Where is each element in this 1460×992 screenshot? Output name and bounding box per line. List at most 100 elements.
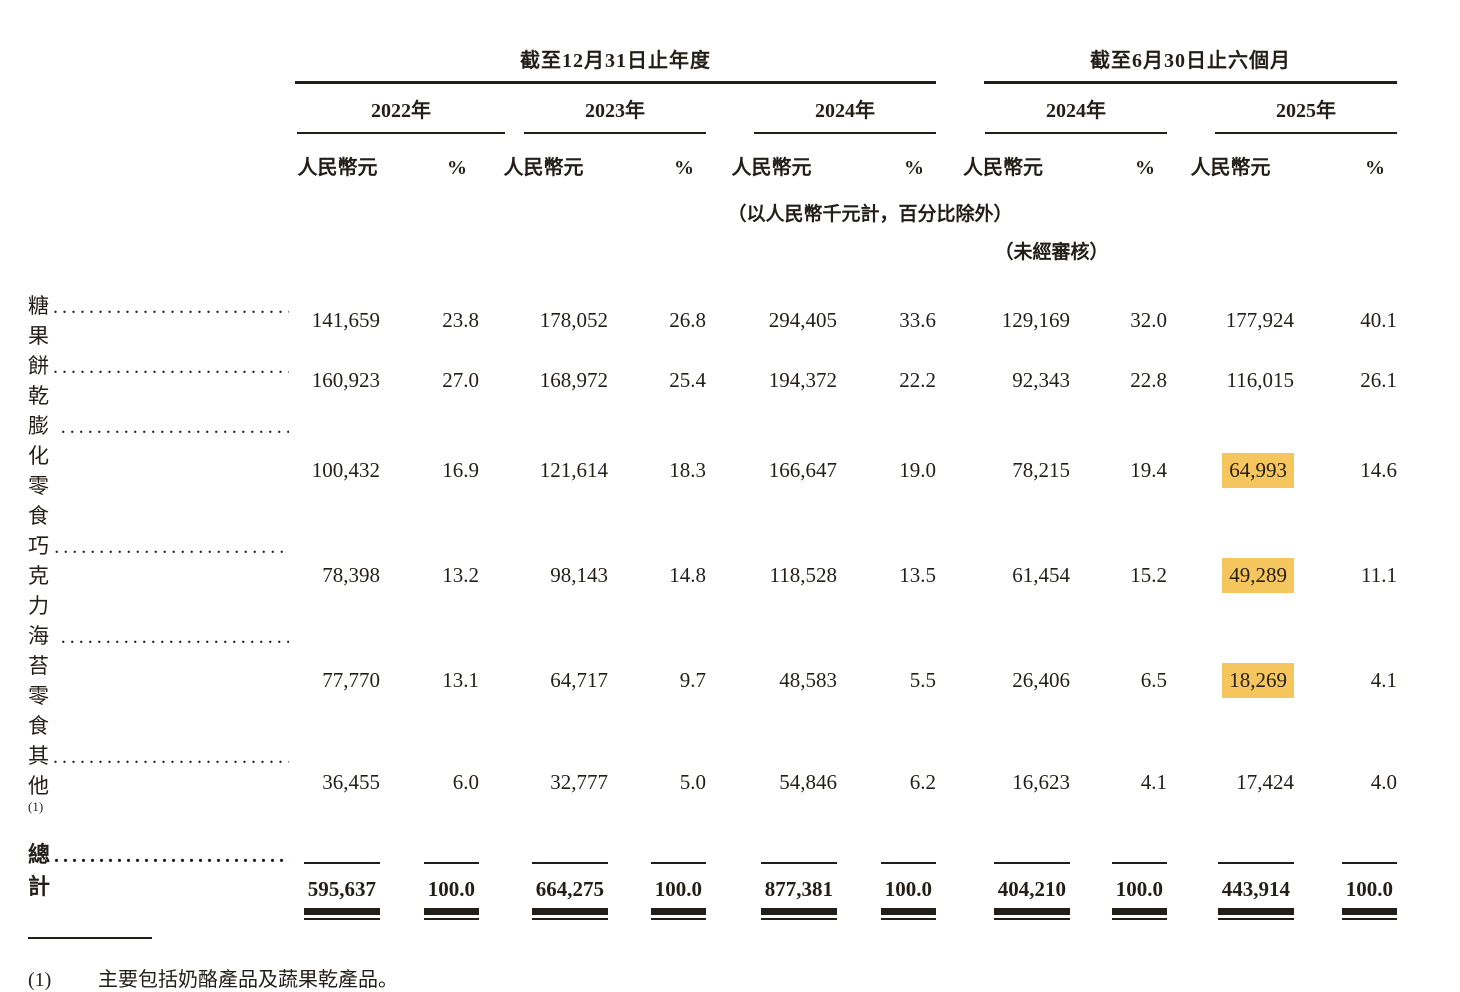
amount-cell: 194,372 xyxy=(768,367,837,392)
amount-cell-highlighted: 18,269 xyxy=(1167,620,1295,740)
amount-column-header: 人民幣元 xyxy=(297,157,378,179)
table-row-seaweed-snacks: 海苔零食 77,770 13.1 64,717 9.7 48,583 5.5 2… xyxy=(28,620,1397,740)
percent-cell: 14.6 xyxy=(1360,457,1398,482)
percent-cell: 15.2 xyxy=(1130,562,1168,587)
unaudited-note-row: （未經審核） xyxy=(28,226,1397,264)
row-label: 膨化零食 xyxy=(28,414,49,528)
total-amount-cell: 877,381 xyxy=(706,825,837,920)
footnote-separator xyxy=(28,937,152,939)
period-group-interim: 截至6月30日止六個月 xyxy=(936,38,1398,84)
render-artifact xyxy=(1235,655,1280,663)
percent-cell: 14.8 xyxy=(669,562,706,587)
footnote-reference: (1) xyxy=(28,799,44,814)
percent-cell: 22.8 xyxy=(1130,367,1168,392)
amount-cell: 77,770 xyxy=(322,667,380,692)
render-artifact xyxy=(1362,655,1388,662)
percent-column-header: % xyxy=(1135,157,1156,179)
unit-note-row: （以人民幣千元計，百分比除外） xyxy=(28,182,1397,226)
percent-cell: 22.2 xyxy=(899,367,937,392)
table-row-biscuits: 餅乾 160,923 27.0 168,972 25.4 194,372 22.… xyxy=(28,350,1397,410)
amount-cell: 48,583 xyxy=(779,667,837,692)
total-percent-cell: 100.0 xyxy=(837,825,937,921)
year-header-2022: 2022年 xyxy=(295,84,505,134)
total-amount-cell: 443,914 xyxy=(1167,825,1295,920)
label-column-spacer xyxy=(28,134,295,182)
percent-cell: 26.1 xyxy=(1360,367,1398,392)
percent-cell: 19.0 xyxy=(899,457,937,482)
highlight-mark: 49,289 xyxy=(1222,557,1295,593)
year-label: 2022年 xyxy=(371,99,431,122)
render-artifact xyxy=(1095,655,1170,663)
double-underline: 100.0 xyxy=(650,861,706,921)
percent-cell: 19.4 xyxy=(1130,457,1168,482)
amount-column-header: 人民幣元 xyxy=(731,157,812,179)
amount-cell: 36,455 xyxy=(322,770,380,794)
double-underline: 404,210 xyxy=(993,861,1071,921)
amount-cell: 98,143 xyxy=(550,562,608,587)
double-underline: 100.0 xyxy=(1111,861,1168,921)
row-label: 餅乾 xyxy=(28,354,49,408)
dot-leader xyxy=(61,626,289,649)
double-underline: 595,637 xyxy=(303,861,380,921)
row-label: 糖果 xyxy=(28,294,49,348)
year-underline-rule xyxy=(524,131,706,134)
percent-column-header: % xyxy=(674,157,694,179)
dot-leader xyxy=(54,536,289,559)
percent-cell: 6.5 xyxy=(1140,667,1168,692)
dot-leader xyxy=(53,296,289,319)
percent-cell: 4.1 xyxy=(1140,770,1168,794)
column-header-row: 人民幣元 % 人民幣元 % 人民幣元 % 人民幣元 % 人民幣元 % xyxy=(28,134,1397,182)
amount-cell: 177,924 xyxy=(1225,307,1295,332)
period-group-annual: 截至12月31日止年度 xyxy=(295,38,937,84)
total-amount-cell: 404,210 xyxy=(936,825,1071,921)
table-row-chocolate: 巧克力 78,398 13.2 98,143 14.8 118,528 13.5… xyxy=(28,530,1397,620)
dot-leader xyxy=(53,746,289,769)
total-amount-cell: 664,275 xyxy=(479,825,608,920)
group-underline-rule xyxy=(295,81,937,84)
amount-column-header: 人民幣元 xyxy=(503,157,584,179)
amount-cell: 17,424 xyxy=(1236,770,1295,794)
year-header-interim-2024: 2024年 xyxy=(936,84,1168,134)
double-underline: 100.0 xyxy=(880,861,937,921)
period-group-title: 截至6月30日止六個月 xyxy=(1090,50,1292,72)
amount-column-header: 人民幣元 xyxy=(1190,157,1271,179)
unaudited-note: （未經審核） xyxy=(994,242,1109,263)
year-underline-rule xyxy=(297,131,505,134)
total-percent-cell: 100.0 xyxy=(1294,825,1398,921)
spacer-cell xyxy=(1167,226,1397,264)
amount-cell: 141,659 xyxy=(311,307,380,332)
spacer-cell xyxy=(28,226,936,264)
percent-cell: 13.5 xyxy=(899,562,937,587)
table-row-total: 總計 595,637 100.0 664,275 100.0 877,381 1… xyxy=(28,825,1398,921)
label-column-spacer xyxy=(28,84,295,134)
revenue-breakdown-table: 截至12月31日止年度 截至6月30日止六個月 2022年 2023年 xyxy=(28,38,1398,921)
footnote-text: 主要包括奶酪產品及蔬果乾產品。 xyxy=(98,969,398,991)
row-label: 總計 xyxy=(28,842,51,899)
total-amount-cell: 595,637 xyxy=(295,825,380,920)
percent-cell: 26.8 xyxy=(669,307,706,332)
label-column-spacer xyxy=(28,38,295,84)
percent-cell: 13.1 xyxy=(442,667,479,692)
double-underline: 100.0 xyxy=(1341,861,1398,921)
dot-leader xyxy=(61,416,289,439)
percent-cell: 27.0 xyxy=(442,367,479,392)
highlight-mark: 64,993 xyxy=(1222,452,1295,488)
amount-cell: 92,343 xyxy=(1012,367,1071,392)
percent-cell: 16.9 xyxy=(442,457,479,482)
percent-cell: 6.0 xyxy=(452,770,479,794)
percent-cell: 40.1 xyxy=(1360,307,1398,332)
label-column-spacer xyxy=(28,182,295,226)
percent-cell: 9.7 xyxy=(679,667,706,692)
row-label: 海苔零食 xyxy=(28,624,49,738)
footnote: (1) 主要包括奶酪產品及蔬果乾產品。 xyxy=(28,963,1460,992)
total-percent-cell: 100.0 xyxy=(608,825,706,920)
row-label: 巧克力 xyxy=(28,534,49,618)
percent-cell: 11.1 xyxy=(1361,562,1398,587)
year-underline-rule xyxy=(1215,131,1398,134)
percent-cell: 13.2 xyxy=(442,562,479,587)
percent-cell: 33.6 xyxy=(899,307,937,332)
amount-cell: 54,846 xyxy=(779,770,837,794)
percent-cell: 4.0 xyxy=(1370,770,1398,794)
amount-cell: 166,647 xyxy=(768,457,837,482)
percent-column-header: % xyxy=(904,157,925,179)
